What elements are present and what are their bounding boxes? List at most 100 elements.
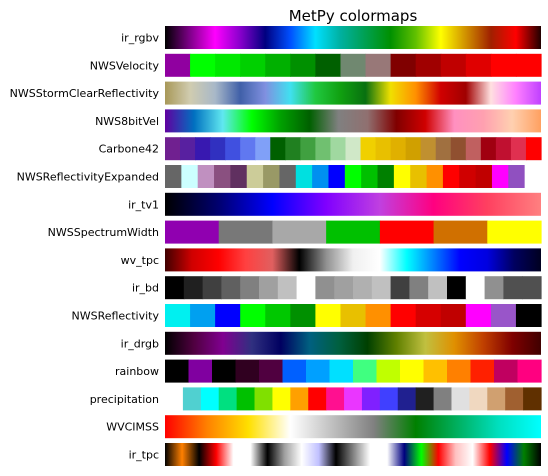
colormap-segment: [165, 304, 191, 327]
colormap-segment: [270, 137, 286, 161]
colormap-segment: [465, 304, 492, 327]
colormap-segment: [345, 137, 362, 161]
colormap-segment: [465, 137, 482, 161]
colormap-segment: [423, 359, 448, 383]
colormap-segment: [312, 165, 330, 188]
colormap-segment: [202, 276, 222, 300]
colormap-label: NWSVelocity: [90, 59, 160, 72]
colormap-segment: [188, 359, 213, 383]
colormap-segment: [365, 53, 392, 77]
colormap-segment: [236, 387, 256, 411]
colormap-segment: [235, 359, 260, 383]
colormap-segment: [517, 359, 542, 383]
colormap-segment: [377, 165, 395, 188]
colormap-segment: [272, 220, 327, 244]
colormap-segment: [360, 137, 377, 161]
colormap-segment: [400, 359, 425, 383]
colormap-segment: [330, 137, 347, 161]
colormap-segment: [361, 165, 379, 188]
colormap-row-precipitation: precipitation: [90, 387, 542, 411]
colormap-segment: [190, 304, 216, 327]
colormap-segment: [215, 53, 241, 77]
colormap-segment: [240, 304, 266, 327]
colormap-segment: [525, 137, 542, 161]
colormap-segment: [340, 304, 367, 327]
colormap-segment: [165, 53, 191, 77]
colormap-segment: [459, 165, 477, 188]
colormap-segment: [259, 276, 279, 300]
colormap-segment: [218, 220, 274, 244]
colormap-label: ir_tpc: [129, 449, 159, 462]
colormap-segment: [490, 304, 517, 327]
colormap-segment: [180, 137, 196, 161]
colormap-row-WVCIMSS: WVCIMSS: [106, 415, 541, 439]
colormap-segment: [326, 220, 381, 244]
colormap-segment: [200, 387, 220, 411]
colormap-bar: [165, 26, 541, 49]
colormap-row-NWSReflectivity: NWSReflectivity: [71, 304, 542, 327]
colormap-row-NWSStormClearReflectivity: NWSStormClearReflectivity: [10, 81, 541, 105]
colormap-segment: [484, 276, 504, 300]
colormap-segment: [375, 137, 392, 161]
colormap-bar: [165, 443, 541, 466]
colormap-segment: [210, 137, 226, 161]
colormap-segment: [426, 165, 444, 188]
colormap-segment: [246, 165, 264, 188]
colormap-segment: [197, 165, 215, 188]
colormap-segment: [259, 359, 284, 383]
colormap-bar: [165, 331, 541, 355]
colormap-segment: [329, 359, 354, 383]
colormap-row-Carbone42: Carbone42: [99, 137, 542, 161]
colormap-segment: [470, 359, 495, 383]
colormap-segment: [515, 304, 542, 327]
colormap-segment: [165, 359, 190, 383]
colormap-label: ir_bd: [132, 282, 159, 295]
colormap-segment: [181, 165, 199, 188]
colormap-row-NWSVelocity: NWSVelocity: [90, 53, 542, 77]
colormap-segment: [390, 53, 417, 77]
colormap-segment: [515, 53, 542, 77]
colormap-segment: [296, 276, 316, 300]
colormap-segment: [230, 165, 248, 188]
colormap-segment: [433, 220, 488, 244]
colormap-segment: [214, 165, 231, 188]
colormap-segment: [442, 165, 460, 188]
colormap-segment: [334, 276, 354, 300]
colormap-segment: [255, 137, 271, 161]
colormap-segment: [495, 137, 512, 161]
colormap-segment: [290, 304, 316, 327]
colormap-segment: [165, 220, 220, 244]
colormap-segment: [469, 387, 488, 411]
colormap-segment: [290, 53, 316, 77]
colormap-segment: [390, 304, 417, 327]
colormap-segment: [524, 165, 542, 188]
colormap-segment: [272, 387, 291, 411]
colormap-segment: [240, 276, 260, 300]
colormap-segment: [505, 387, 524, 411]
colormap-segment: [510, 137, 527, 161]
colormap-segment: [475, 165, 493, 188]
colormap-segment: [353, 359, 378, 383]
colormap-segment: [263, 165, 281, 188]
colormap-segment: [397, 387, 417, 411]
colormap-segment: [195, 137, 211, 161]
colormap-segment: [315, 53, 342, 77]
colormap-segment: [300, 137, 316, 161]
colormap-segment: [480, 137, 497, 161]
colormap-segment: [190, 53, 216, 77]
colormap-row-wv_tpc: wv_tpc: [121, 248, 541, 272]
colormap-label: NWS8bitVel: [95, 115, 159, 128]
colormap-row-ir_tv1: ir_tv1: [128, 192, 541, 216]
colormap-segment: [371, 276, 392, 300]
colormap-bar: [165, 248, 541, 272]
colormap-label: precipitation: [90, 393, 159, 406]
colormap-label: ir_tv1: [128, 198, 159, 211]
colormap-segment: [523, 387, 542, 411]
colormap-label: WVCIMSS: [106, 421, 159, 434]
colormap-segment: [285, 137, 301, 161]
colormap-segment: [315, 276, 335, 300]
colormap-segment: [165, 387, 184, 411]
colormap-label: NWSSpectrumWidth: [48, 226, 159, 239]
colormap-segment: [390, 137, 407, 161]
colormap-row-NWSReflectivityExpanded: NWSReflectivityExpanded: [17, 165, 542, 188]
